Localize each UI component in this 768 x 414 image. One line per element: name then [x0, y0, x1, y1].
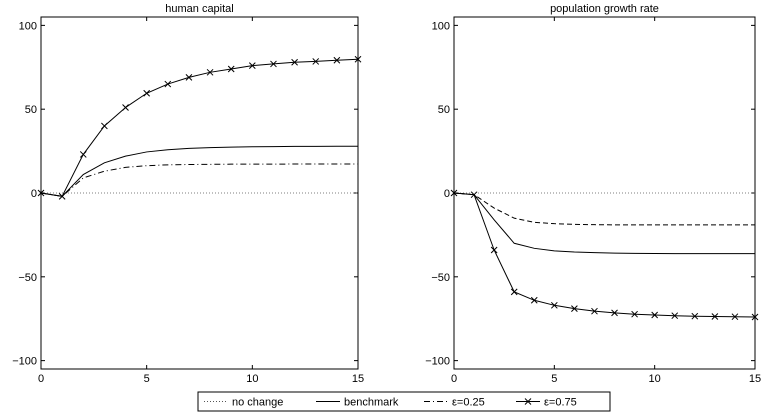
data-point-epsilon-0-75 [490, 246, 498, 254]
data-point-epsilon-0-75 [79, 151, 87, 158]
chart-title: human capital [165, 3, 234, 15]
data-point-epsilon-0-75 [711, 313, 719, 320]
data-point-epsilon-0-75 [731, 313, 739, 321]
x-tick-label: 15 [352, 373, 364, 385]
data-point-epsilon-0-75 [227, 65, 235, 73]
data-point-epsilon-0-75 [291, 58, 298, 66]
data-point-epsilon-0-75 [550, 301, 558, 309]
legend-label-no-change: no change [232, 397, 283, 409]
data-point-epsilon-0-75 [530, 296, 538, 304]
data-point-epsilon-0-75 [270, 60, 277, 68]
y-tick-label: 50 [438, 104, 450, 116]
data-point-epsilon-0-75 [101, 122, 108, 130]
y-tick-label: 0 [444, 188, 450, 200]
data-point-epsilon-0-75 [185, 73, 193, 81]
y-tick-label: 100 [432, 20, 450, 32]
series-line-epsilon-0-25 [40, 163, 358, 197]
legend-label-epsilon-0-75: ε=0.75 [544, 397, 577, 409]
series-line-benchmark [40, 145, 358, 197]
data-point-epsilon-0-75 [143, 89, 151, 97]
y-tick-label: −50 [18, 272, 37, 284]
y-tick-label: 100 [19, 20, 37, 32]
y-tick-label: −100 [12, 356, 37, 368]
data-point-epsilon-0-75 [122, 104, 129, 111]
data-point-epsilon-0-75 [510, 288, 518, 296]
y-tick-label: −100 [425, 356, 450, 368]
series-line-epsilon-0-75 [453, 192, 756, 318]
data-point-epsilon-0-75 [691, 312, 699, 320]
series-line-epsilon-0-25 [453, 192, 755, 226]
panel-human-capital: human capital 0 5 10 15 −100 −50 0 50 100 [12, 3, 364, 385]
data-point-epsilon-0-75 [611, 309, 618, 317]
data-point-epsilon-0-75 [631, 310, 638, 318]
data-point-epsilon-0-75 [651, 311, 659, 319]
y-tick-label: 50 [25, 104, 37, 116]
x-tick-label: 5 [144, 373, 150, 385]
series-line-benchmark [453, 192, 755, 255]
plot-frame [40, 16, 359, 370]
data-point-epsilon-0-75 [312, 58, 320, 65]
data-point-epsilon-0-75 [450, 189, 458, 197]
data-point-epsilon-0-75 [37, 189, 45, 197]
y-tick-label: 0 [31, 188, 37, 200]
data-point-epsilon-0-75 [354, 55, 362, 63]
data-point-epsilon-0-75 [206, 68, 214, 76]
legend-box [197, 391, 611, 412]
data-point-epsilon-0-75 [591, 307, 598, 315]
x-tick-label: 10 [246, 373, 258, 385]
x-tick-label: 15 [749, 373, 761, 385]
data-point-epsilon-0-75 [751, 313, 759, 321]
x-tick-label: 5 [551, 373, 557, 385]
legend: no change benchmark ε=0.25 ε=0.75 [197, 391, 611, 412]
panel-population-growth-rate: population growth rate 0 5 10 15 −100 −50 0 50 10… [425, 3, 761, 385]
x-tick-label: 0 [38, 373, 44, 385]
data-point-epsilon-0-75 [333, 56, 341, 64]
data-point-epsilon-0-75 [164, 80, 172, 88]
x-tick-label: 10 [649, 373, 661, 385]
chart-title: population growth rate [550, 3, 659, 15]
y-tick-label: −50 [431, 272, 450, 284]
data-point-epsilon-0-75 [248, 62, 256, 69]
series-line-epsilon-0-75 [40, 58, 359, 197]
x-tick-label: 0 [451, 373, 457, 385]
data-point-epsilon-0-75 [470, 191, 478, 199]
legend-label-epsilon-0-25: ε=0.25 [452, 397, 485, 409]
data-point-epsilon-0-75 [571, 305, 578, 313]
data-point-epsilon-0-75 [671, 312, 679, 320]
legend-label-benchmark: benchmark [344, 397, 399, 409]
data-point-epsilon-0-75 [58, 192, 66, 200]
